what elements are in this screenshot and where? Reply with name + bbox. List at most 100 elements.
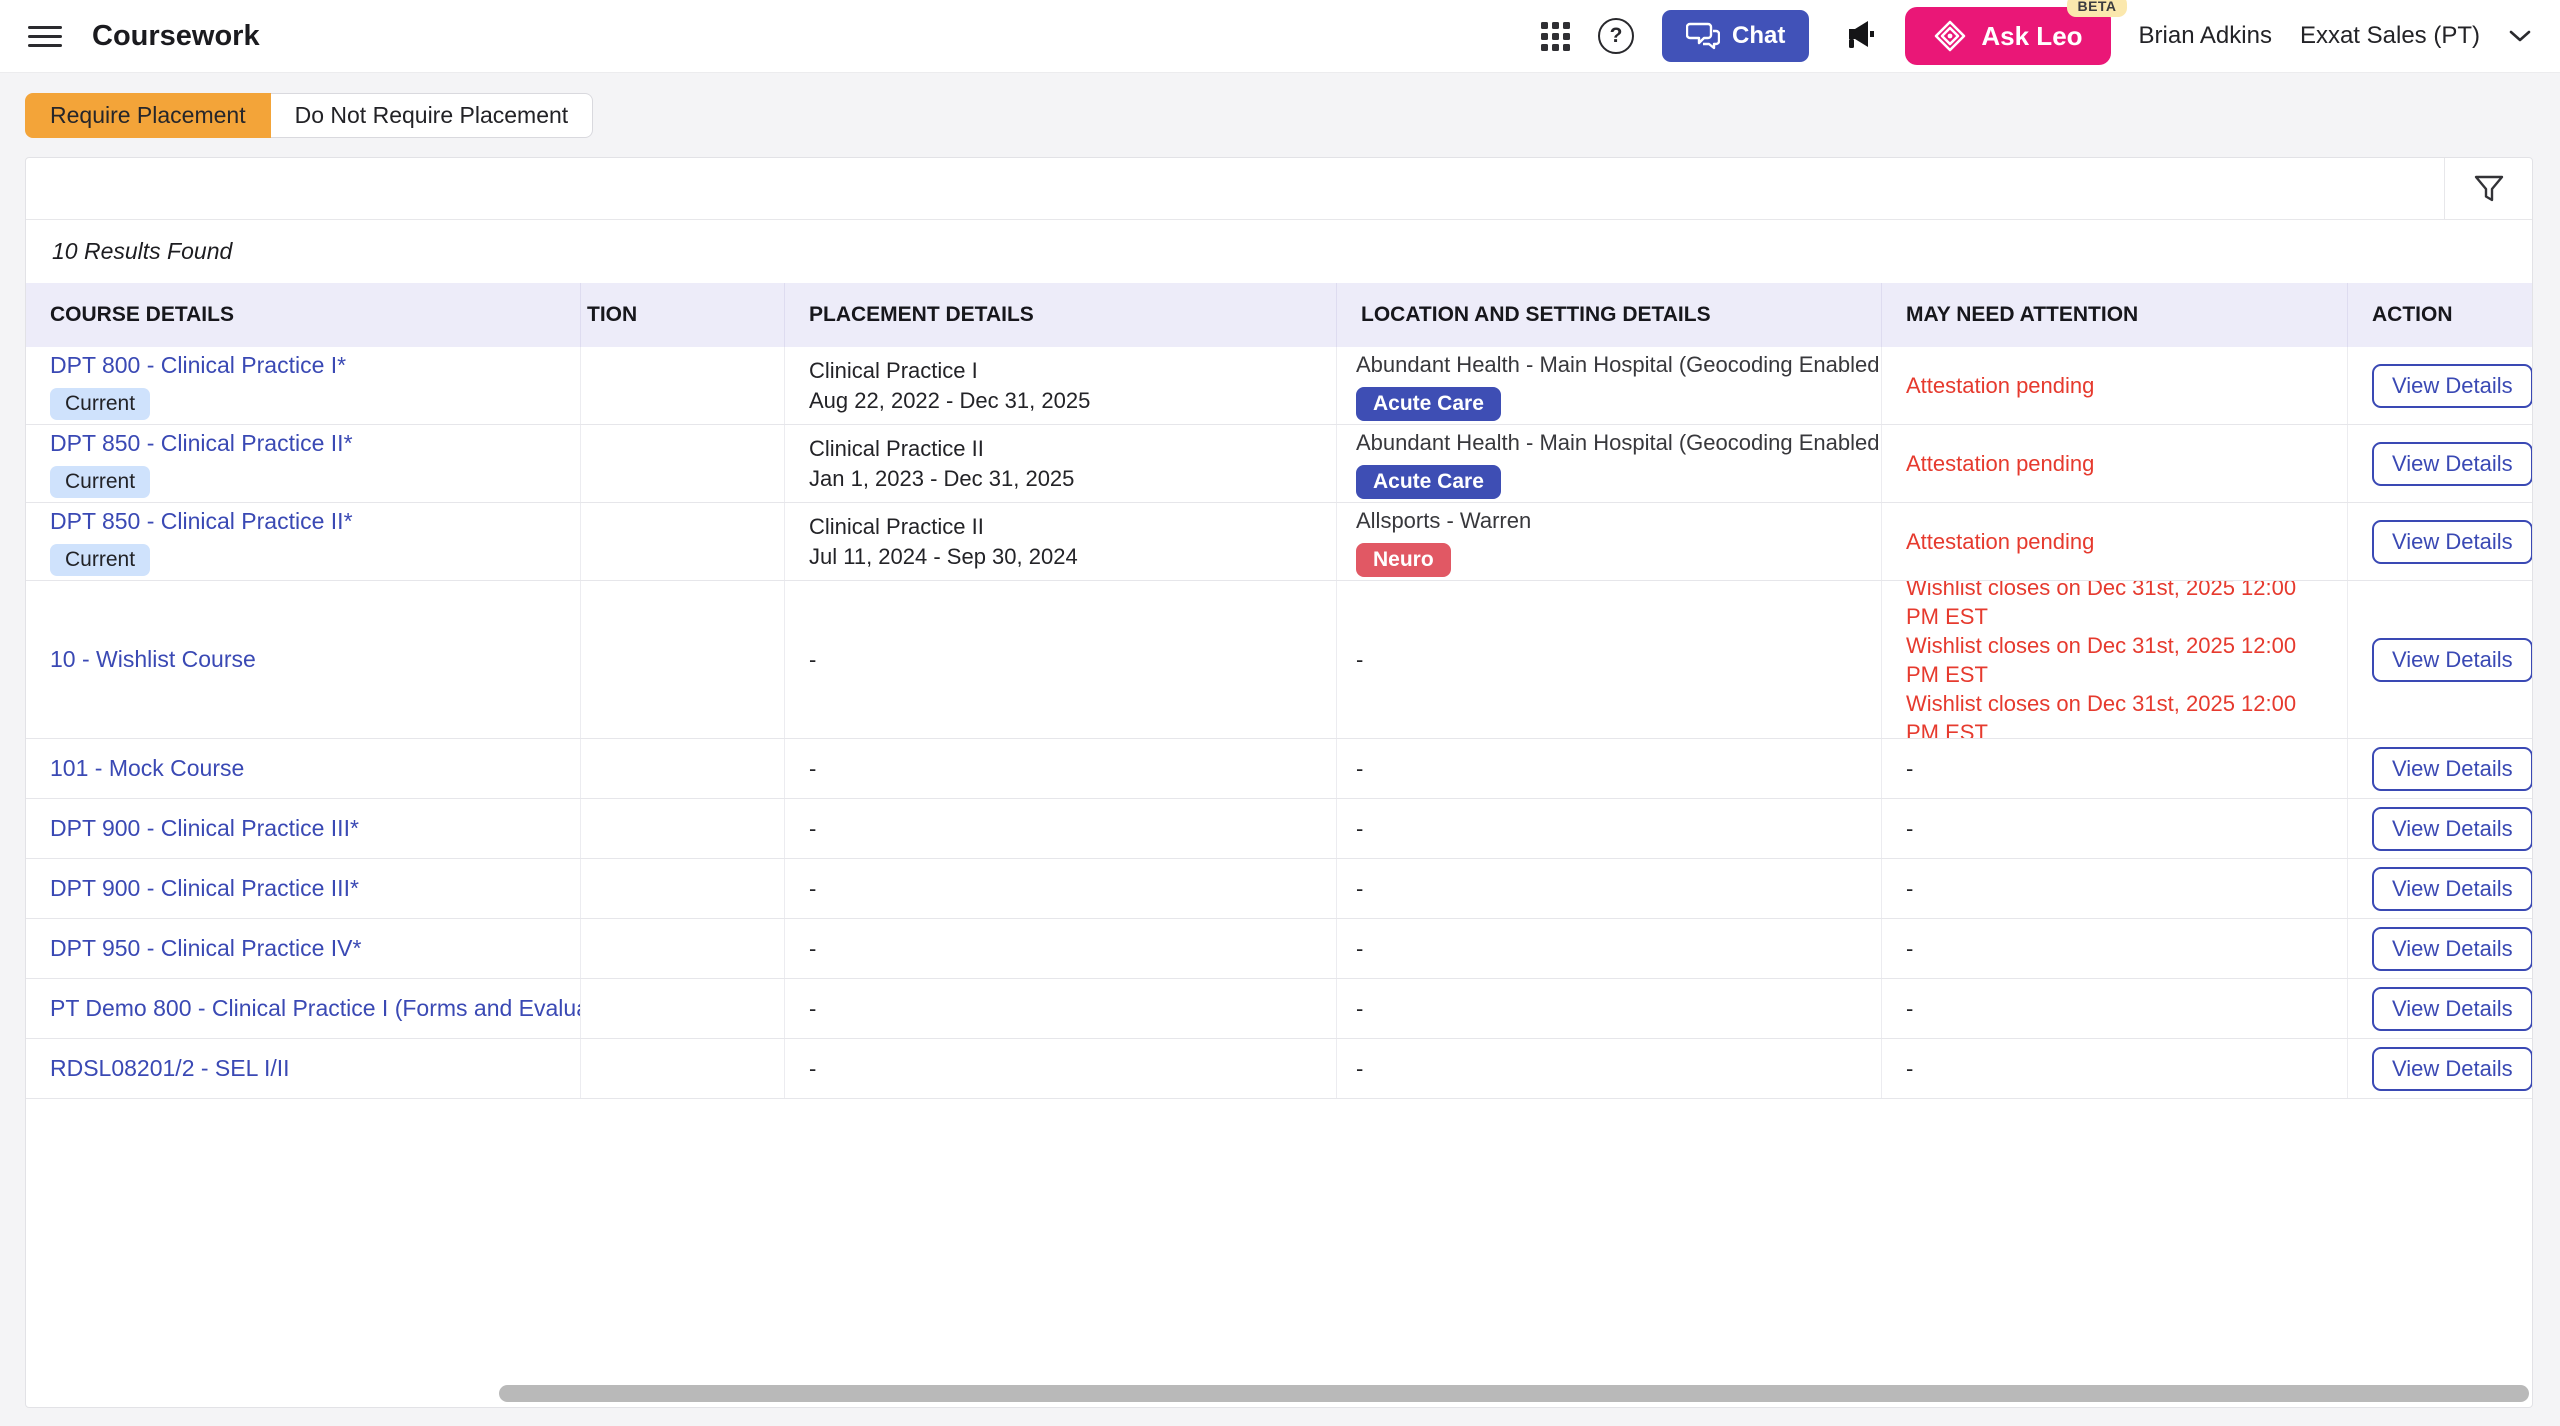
view-details-button[interactable]: View Details xyxy=(2372,866,2532,911)
action-cell: View Details xyxy=(2348,1039,2532,1098)
location-dash: - xyxy=(1356,815,1364,841)
view-details-button[interactable]: View Details xyxy=(2372,363,2532,408)
table-row: DPT 900 - Clinical Practice III* - - - V… xyxy=(26,799,2532,859)
action-cell: View Details xyxy=(2348,425,2532,502)
location-cell: - xyxy=(1337,581,1882,738)
placement-cell: - xyxy=(785,979,1337,1038)
course-link[interactable]: DPT 800 - Clinical Practice I* xyxy=(50,351,347,378)
results-summary: 10 Results Found xyxy=(52,238,233,264)
action-cell: View Details xyxy=(2348,503,2532,580)
course-link[interactable]: RDSL08201/2 - SEL I/II xyxy=(50,1055,290,1081)
tion-cell xyxy=(581,859,785,918)
ask-leo-button[interactable]: Ask Leo BETA xyxy=(1905,0,2127,65)
course-link[interactable]: DPT 850 - Clinical Practice II* xyxy=(50,429,353,456)
placement-title: Clinical Practice II xyxy=(809,513,984,539)
location-cell: Abundant Health - Main Hospital (Geocodi… xyxy=(1337,425,1882,502)
apps-grid-icon[interactable] xyxy=(1541,21,1571,51)
table-row: DPT 850 - Clinical Practice II* Current … xyxy=(26,425,2532,503)
view-details-button[interactable]: View Details xyxy=(2372,746,2532,791)
location-name: Abundant Health - Main Hospital (Geocodi… xyxy=(1356,429,1882,455)
column-location-setting-details[interactable]: LOCATION AND SETTING DETAILS xyxy=(1337,283,1882,347)
course-link[interactable]: 10 - Wishlist Course xyxy=(50,646,256,672)
placement-cell: Clinical Practice II Jan 1, 2023 - Dec 3… xyxy=(785,425,1337,502)
course-link[interactable]: DPT 900 - Clinical Practice III* xyxy=(50,875,359,901)
column-course-details[interactable]: COURSE DETAILS xyxy=(26,283,581,347)
placement-dates: Aug 22, 2022 - Dec 31, 2025 xyxy=(809,387,1091,413)
course-link[interactable]: 101 - Mock Course xyxy=(50,755,245,781)
placement-dates: Jan 1, 2023 - Dec 31, 2025 xyxy=(809,465,1075,491)
location-dash: - xyxy=(1356,1055,1364,1081)
attention-cell: - xyxy=(1882,919,2348,978)
view-details-button[interactable]: View Details xyxy=(2372,1046,2532,1091)
view-details-button[interactable]: View Details xyxy=(2372,986,2532,1031)
location-dash: - xyxy=(1356,875,1364,901)
beta-badge: BETA xyxy=(2067,0,2127,17)
view-details-button[interactable]: View Details xyxy=(2372,806,2532,851)
placement-title: Clinical Practice I xyxy=(809,357,978,383)
location-name: Allsports - Warren xyxy=(1356,507,1532,533)
placement-cell: Clinical Practice II Jul 11, 2024 - Sep … xyxy=(785,503,1337,580)
tab-do-not-require-placement[interactable]: Do Not Require Placement xyxy=(270,93,594,138)
attention-dash: - xyxy=(1906,815,1914,841)
placement-dash: - xyxy=(809,646,817,672)
placement-dates: Jul 11, 2024 - Sep 30, 2024 xyxy=(809,543,1078,569)
chat-button[interactable]: Chat xyxy=(1662,10,1810,62)
location-dash: - xyxy=(1356,935,1364,961)
course-link[interactable]: DPT 900 - Clinical Practice III* xyxy=(50,815,359,841)
column-tion-truncated[interactable]: TION xyxy=(581,283,785,347)
view-details-button[interactable]: View Details xyxy=(2372,519,2532,564)
tion-cell xyxy=(581,799,785,858)
attention-cell: - xyxy=(1882,1039,2348,1098)
placement-cell: - xyxy=(785,581,1337,738)
column-may-need-attention[interactable]: MAY NEED ATTENTION xyxy=(1882,283,2348,347)
leo-logo-icon xyxy=(1933,19,1967,53)
user-name: Brian Adkins xyxy=(2138,22,2272,49)
placement-title: Clinical Practice II xyxy=(809,435,984,461)
action-cell: View Details xyxy=(2348,581,2532,738)
placement-cell: - xyxy=(785,859,1337,918)
course-cell: DPT 850 - Clinical Practice II* Current xyxy=(26,425,581,502)
action-cell: View Details xyxy=(2348,859,2532,918)
tion-cell xyxy=(581,919,785,978)
placement-cell: - xyxy=(785,919,1337,978)
course-cell: 101 - Mock Course xyxy=(26,739,581,798)
course-link[interactable]: DPT 850 - Clinical Practice II* xyxy=(50,507,353,534)
attention-dash: - xyxy=(1906,1055,1914,1081)
horizontal-scrollbar-thumb[interactable] xyxy=(499,1385,2529,1402)
tion-cell xyxy=(581,1039,785,1098)
tab-require-placement[interactable]: Require Placement xyxy=(25,93,271,138)
filter-bar xyxy=(26,158,2532,220)
status-badge: Current xyxy=(50,465,151,498)
attention-cell: Attestation pending xyxy=(1882,347,2348,424)
table-row: 101 - Mock Course - - - View Details xyxy=(26,739,2532,799)
setting-badge: Neuro xyxy=(1356,542,1451,577)
view-details-button[interactable]: View Details xyxy=(2372,926,2532,971)
action-cell: View Details xyxy=(2348,979,2532,1038)
hamburger-menu-icon[interactable] xyxy=(28,20,62,53)
table-row: DPT 950 - Clinical Practice IV* - - - Vi… xyxy=(26,919,2532,979)
ask-leo-label: Ask Leo xyxy=(1981,20,2083,51)
view-details-button[interactable]: View Details xyxy=(2372,637,2532,682)
column-placement-details[interactable]: PLACEMENT DETAILS xyxy=(785,283,1337,347)
location-cell: Abundant Health - Main Hospital (Geocodi… xyxy=(1337,347,1882,424)
course-link[interactable]: DPT 950 - Clinical Practice IV* xyxy=(50,935,362,961)
table-row: DPT 800 - Clinical Practice I* Current C… xyxy=(26,347,2532,425)
chat-bubbles-icon xyxy=(1686,21,1721,51)
view-details-button[interactable]: View Details xyxy=(2372,441,2532,486)
column-action[interactable]: ACTION xyxy=(2372,303,2453,326)
chevron-down-icon[interactable] xyxy=(2508,29,2532,43)
course-cell: DPT 800 - Clinical Practice I* Current xyxy=(26,347,581,424)
placement-cell: Clinical Practice I Aug 22, 2022 - Dec 3… xyxy=(785,347,1337,424)
status-badge: Current xyxy=(50,387,151,420)
attention-dash: - xyxy=(1906,875,1914,901)
attention-text: Attestation pending xyxy=(1906,373,2095,398)
location-cell: - xyxy=(1337,919,1882,978)
help-icon[interactable]: ? xyxy=(1598,18,1635,54)
action-cell: View Details xyxy=(2348,919,2532,978)
course-link[interactable]: PT Demo 800 - Clinical Practice I (Forms… xyxy=(50,995,580,1021)
course-cell: DPT 900 - Clinical Practice III* xyxy=(26,859,581,918)
filter-button[interactable] xyxy=(2444,158,2532,219)
placement-dash: - xyxy=(809,935,817,961)
location-dash: - xyxy=(1356,995,1364,1021)
megaphone-icon[interactable] xyxy=(1837,16,1877,56)
